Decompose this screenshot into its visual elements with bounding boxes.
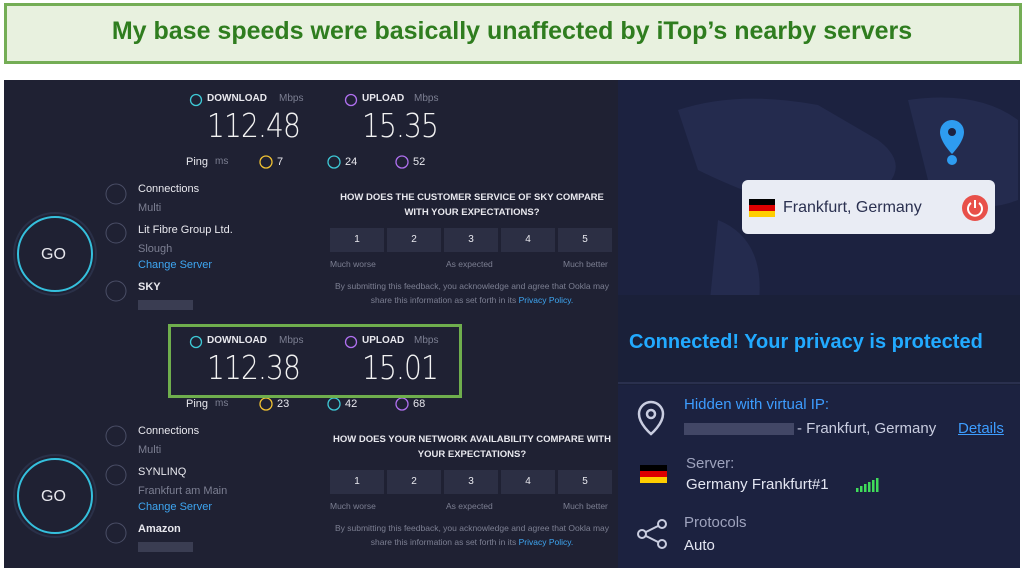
ping-unit: ms bbox=[215, 156, 229, 167]
privacy-link[interactable]: Privacy Policy. bbox=[518, 295, 574, 305]
protocol: Auto bbox=[684, 537, 715, 554]
question: HOW DOES THE CUSTOMER SERVICE OF SKY COM… bbox=[340, 192, 604, 218]
download-unit: Mbps bbox=[279, 335, 304, 346]
ping-upload: 68 bbox=[413, 398, 426, 410]
rating-button[interactable]: 2 bbox=[387, 228, 441, 252]
info-icons bbox=[104, 422, 130, 558]
disclaimer: By submitting this feedback, you acknowl… bbox=[334, 523, 610, 547]
upload-label: UPLOAD bbox=[362, 93, 405, 104]
scale-high: Much better bbox=[563, 259, 608, 269]
vpn-status: Connected! Your privacy is protected bbox=[629, 331, 983, 353]
go-button[interactable]: GO bbox=[41, 488, 66, 505]
server-label: Server: bbox=[686, 455, 735, 472]
hidden-label: Hidden with virtual IP: bbox=[684, 396, 830, 413]
vpn-panel bbox=[618, 80, 1020, 568]
rating-button[interactable]: 5 bbox=[558, 470, 612, 494]
download-value: 112.48 bbox=[207, 106, 301, 145]
rating-button[interactable]: 3 bbox=[444, 470, 498, 494]
upload-label: UPLOAD bbox=[362, 335, 405, 346]
scale-mid: As expected bbox=[446, 259, 493, 269]
isp-location: Slough bbox=[138, 243, 173, 255]
server-name: Germany Frankfurt#1 bbox=[686, 476, 829, 493]
scale-low: Much worse bbox=[330, 501, 376, 511]
rating-button[interactable]: 1 bbox=[330, 228, 384, 252]
info-icons bbox=[104, 180, 130, 316]
ping-value: 23 bbox=[277, 398, 290, 410]
rating-button[interactable]: 4 bbox=[501, 470, 555, 494]
isp-name: Lit Fibre Group Ltd. bbox=[138, 224, 233, 236]
isp-name: SYNLINQ bbox=[138, 466, 187, 478]
scale-low: Much worse bbox=[330, 259, 376, 269]
upload-value: 15.01 bbox=[362, 348, 439, 387]
scale-high: Much better bbox=[563, 501, 608, 511]
connections-label: Connections bbox=[138, 425, 200, 437]
go-button[interactable]: GO bbox=[41, 246, 66, 263]
question: HOW DOES YOUR NETWORK AVAILABILITY COMPA… bbox=[333, 434, 611, 460]
download-label: DOWNLOAD bbox=[207, 335, 267, 346]
scale-mid: As expected bbox=[446, 501, 493, 511]
vpn-icons bbox=[637, 400, 879, 549]
rating-button[interactable]: 3 bbox=[444, 228, 498, 252]
ip-location: - Frankfurt, Germany bbox=[797, 420, 937, 437]
disclaimer: By submitting this feedback, you acknowl… bbox=[334, 281, 610, 305]
connections-value: Multi bbox=[138, 202, 162, 214]
vpn-location: Frankfurt, Germany bbox=[783, 199, 922, 216]
rating-button[interactable]: 1 bbox=[330, 470, 384, 494]
ping-label: Ping bbox=[186, 398, 209, 410]
ping-download: 42 bbox=[345, 398, 358, 410]
privacy-link[interactable]: Privacy Policy. bbox=[518, 537, 574, 547]
rating-button[interactable]: 4 bbox=[501, 228, 555, 252]
rating-button[interactable]: 2 bbox=[387, 470, 441, 494]
location-card bbox=[742, 120, 995, 234]
connections-value: Multi bbox=[138, 444, 162, 456]
download-value: 112.38 bbox=[207, 348, 301, 387]
change-server[interactable]: Change Server bbox=[138, 259, 212, 271]
change-server[interactable]: Change Server bbox=[138, 501, 212, 513]
connections-label: Connections bbox=[138, 183, 200, 195]
upload-unit: Mbps bbox=[414, 93, 439, 104]
go-ring bbox=[12, 210, 100, 298]
ping-label: Ping bbox=[186, 156, 209, 168]
provider-ip bbox=[138, 300, 193, 310]
ping-unit: ms bbox=[215, 398, 229, 409]
upload-value: 15.35 bbox=[362, 106, 439, 145]
ping-upload: 52 bbox=[413, 156, 426, 168]
isp-location: Frankfurt am Main bbox=[138, 485, 228, 497]
highlight-box bbox=[168, 324, 462, 398]
download-label: DOWNLOAD bbox=[207, 93, 267, 104]
provider-ip bbox=[138, 542, 193, 552]
provider: SKY bbox=[138, 281, 161, 293]
speed-icons bbox=[188, 335, 448, 415]
download-unit: Mbps bbox=[279, 93, 304, 104]
speed-icons bbox=[188, 93, 448, 173]
ping-download: 24 bbox=[345, 156, 358, 168]
upload-unit: Mbps bbox=[414, 335, 439, 346]
rating-button[interactable]: 5 bbox=[558, 228, 612, 252]
header-title: My base speeds were basically unaffected… bbox=[111, 17, 913, 45]
go-ring bbox=[12, 452, 100, 540]
provider: Amazon bbox=[138, 523, 181, 535]
protocols-label: Protocols bbox=[684, 514, 747, 531]
details-link[interactable]: Details bbox=[958, 420, 1004, 437]
header-box bbox=[4, 3, 1022, 64]
ping-value: 7 bbox=[277, 156, 284, 168]
